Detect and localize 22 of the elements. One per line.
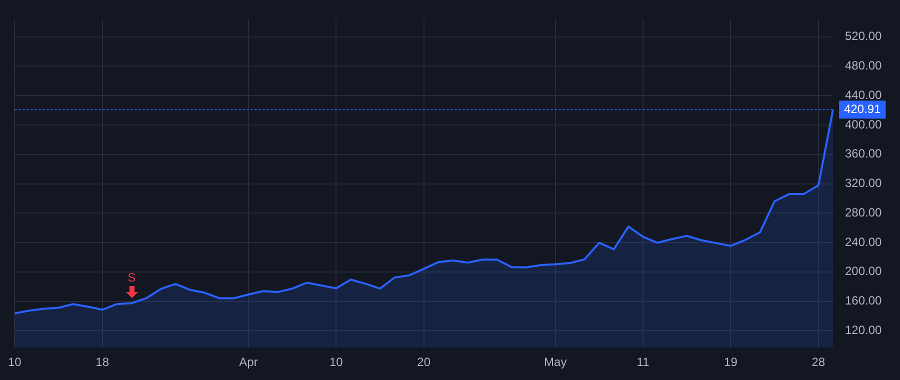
x-tick-label: 18 xyxy=(96,355,110,370)
y-tick-label: 320.00 xyxy=(845,176,882,190)
x-tick-label: 19 xyxy=(724,355,738,370)
x-tick-label: 10 xyxy=(329,355,344,370)
y-tick-label: 280.00 xyxy=(845,205,882,220)
y-tick-label: 440.00 xyxy=(845,88,882,102)
y-tick-label: 520.00 xyxy=(845,29,882,44)
y-tick-label: 120.00 xyxy=(845,323,882,338)
x-tick-label: 11 xyxy=(636,355,650,370)
y-tick-label: 160.00 xyxy=(845,294,882,308)
x-tick-label: May xyxy=(544,355,567,370)
annotation: S xyxy=(128,270,136,284)
y-tick-label: 400.00 xyxy=(845,117,882,132)
x-tick-label: 10 xyxy=(8,355,22,370)
x-tick-label: Apr xyxy=(239,355,258,370)
x-tick-label: 20 xyxy=(417,355,431,370)
y-tick-label: 360.00 xyxy=(845,146,882,161)
y-tick-label: 480.00 xyxy=(845,58,882,73)
y-tick-label: 240.00 xyxy=(845,234,882,249)
y-tick-label: 200.00 xyxy=(845,264,882,278)
x-tick-label: 28 xyxy=(812,355,826,370)
ref-line-label: 420.91 xyxy=(844,102,882,116)
